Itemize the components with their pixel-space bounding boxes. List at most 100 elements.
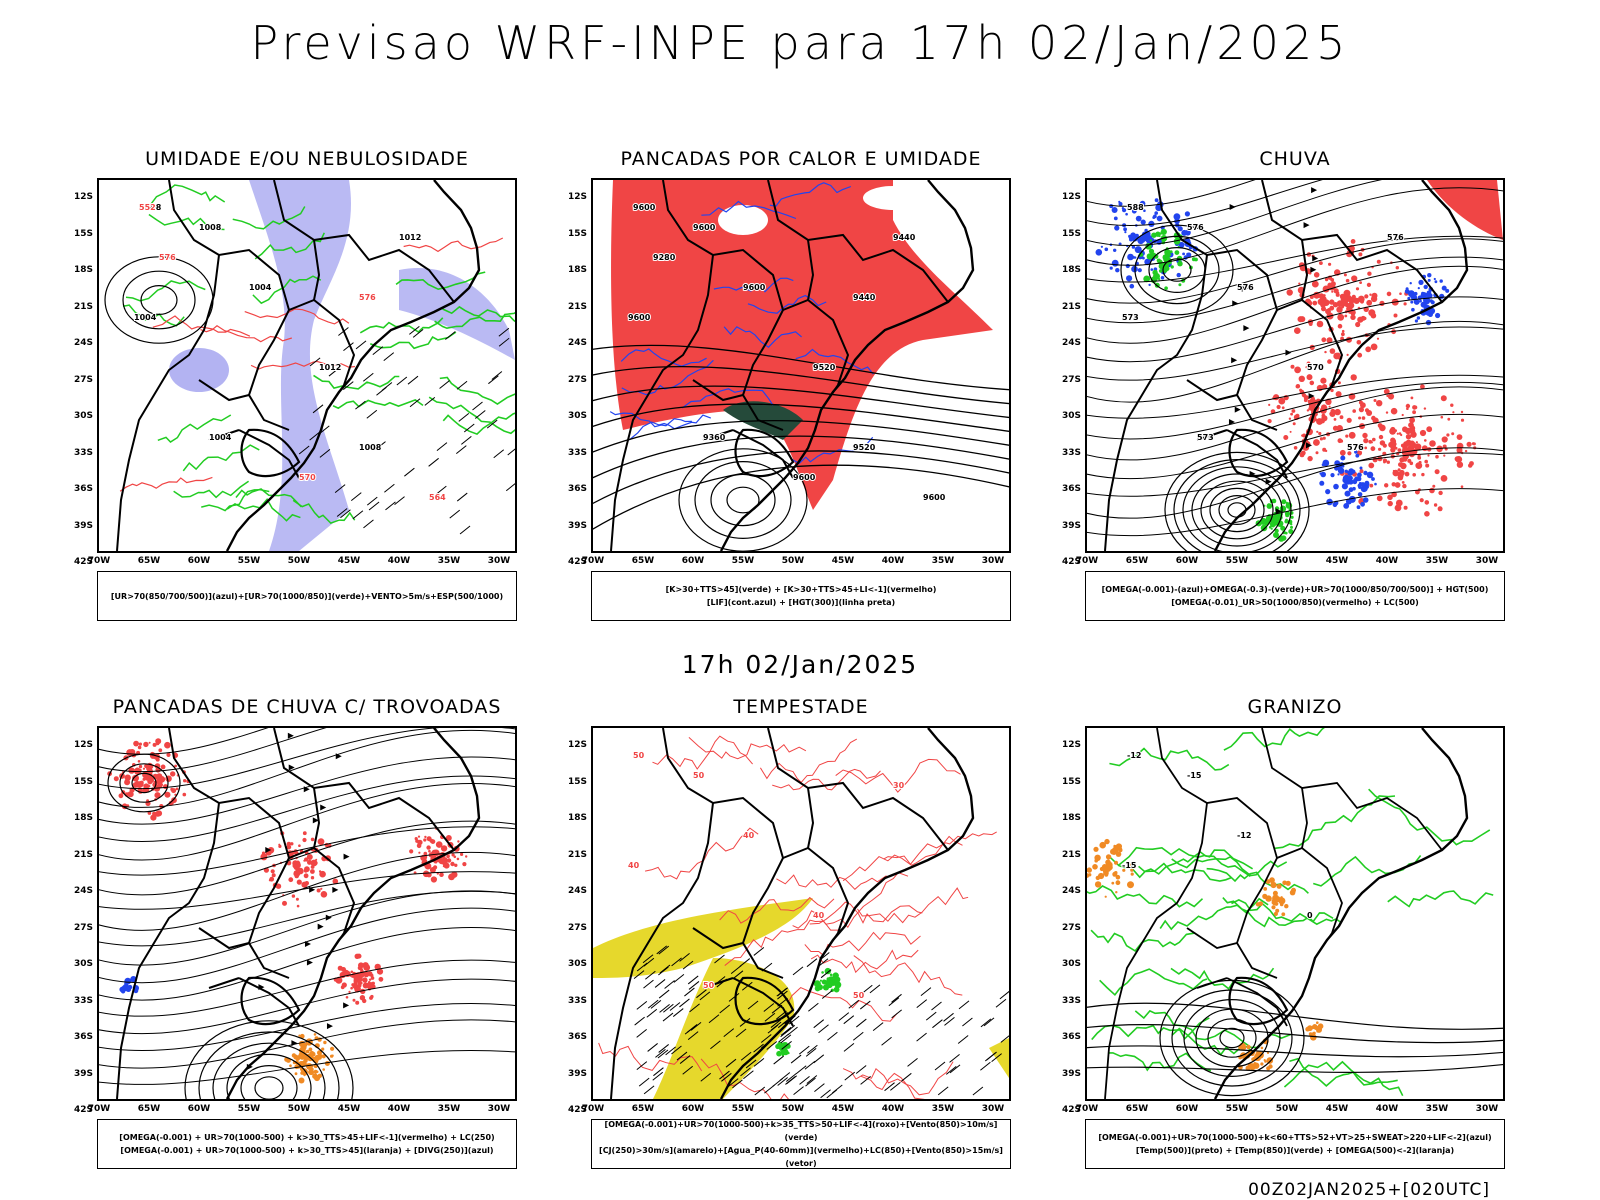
lat-tick-label: 18S [1061, 813, 1081, 823]
legend-box: [OMEGA(-0.001)-(azul)+OMEGA(-0.3)-(verde… [1085, 571, 1505, 621]
lon-tick-label: 30W [1475, 556, 1499, 566]
contour-label: 9520 [853, 443, 876, 452]
legend-box: [OMEGA(-0.001)+UR>70(1000-500)+k>35_TTS>… [591, 1119, 1011, 1169]
lat-tick-label: 12S [1061, 740, 1081, 750]
contour-label: 50 [633, 751, 645, 760]
lon-tick-label: 55W [237, 1104, 261, 1114]
lat-tick-label: 12S [567, 740, 587, 750]
lon-tick-label: 50W [287, 556, 311, 566]
contour-label: -12 [1237, 831, 1251, 840]
lat-tick-label: 12S [567, 192, 587, 202]
lat-tick-label: 18S [1061, 265, 1081, 275]
panel-title: GRANIZO [1247, 696, 1343, 718]
lat-tick-label: 39S [73, 1068, 93, 1079]
legend-box: [K>30+TTS>45](verde) + [K>30+TTS>45+LI<-… [591, 571, 1011, 621]
lat-tick-label: 21S [73, 849, 93, 860]
lon-tick-label: 35W [437, 556, 461, 566]
legend-box: [OMEGA(-0.001) + UR>70(1000-500) + k>30_… [97, 1119, 517, 1169]
legend-line-1: [UR>70(850/700/500)](azul)+[UR>70(1000/8… [110, 591, 504, 601]
lat-tick-label: 42S [73, 557, 93, 567]
lon-tick-label: 65W [1125, 556, 1149, 566]
lat-tick-label: 21S [1061, 849, 1081, 860]
lat-tick-label: 27S [567, 922, 587, 933]
contour-label: 50 [853, 991, 865, 1000]
lat-tick-label: 18S [567, 265, 587, 275]
panel-title: PANCADAS DE CHUVA C/ TROVOADAS [112, 696, 502, 718]
contour-label: 9280 [653, 253, 676, 262]
lon-tick-label: 60W [681, 556, 705, 566]
lon-tick-label: 40W [881, 556, 905, 566]
lon-tick-label: 35W [931, 1104, 955, 1114]
lat-tick-label: 24S [567, 886, 587, 896]
lon-tick-label: 60W [187, 1104, 211, 1114]
contour-label: 50 [703, 981, 715, 990]
contour-label: 9600 [693, 223, 716, 232]
lat-tick-label: 12S [1061, 192, 1081, 202]
contour-label: 9600 [923, 493, 946, 502]
lon-tick-label: 65W [1125, 1104, 1149, 1114]
contour-label: 576 [1347, 443, 1364, 452]
lat-tick-label: 18S [73, 813, 93, 823]
lon-tick-label: 55W [731, 556, 755, 566]
map-tempestade: 50 50 40 40 40 50 30 50 [591, 726, 1011, 1101]
lat-tick-label: 39S [1061, 1068, 1081, 1079]
lon-tick-label: 45W [831, 556, 855, 566]
lon-tick-label: 35W [931, 556, 955, 566]
legend-line-2: [CJ(250)>30m/s](amarelo)+[Agua_P(40-60mm… [599, 1146, 1003, 1168]
lat-tick-label: 42S [567, 557, 587, 567]
panel-title: CHUVA [1259, 148, 1331, 170]
lat-tick-label: 21S [1061, 301, 1081, 312]
lat-tick-label: 30S [1061, 411, 1081, 421]
lon-tick-label: 55W [1225, 556, 1249, 566]
lon-tick-label: 70W [87, 556, 111, 566]
lon-tick-label: 60W [1175, 1104, 1199, 1114]
lon-tick-label: 45W [337, 556, 361, 566]
contour-label: 588 [1127, 203, 1144, 212]
lon-tick-label: 50W [287, 1104, 311, 1114]
lon-tick-label: 60W [187, 556, 211, 566]
lon-tick-label: 30W [1475, 1104, 1499, 1114]
lon-tick-label: 70W [1075, 556, 1099, 566]
lon-tick-label: 40W [1375, 556, 1399, 566]
lat-tick-label: 39S [567, 520, 587, 531]
contour-label: 40 [743, 831, 755, 840]
map-canvas: 50 50 40 40 40 50 30 50 [593, 728, 1009, 1099]
legend-line-2: [OMEGA(-0.01)_UR>50(1000/850)(vermelho) … [1171, 598, 1419, 607]
lat-tick-label: 15S [73, 776, 93, 787]
lon-tick-label: 40W [881, 1104, 905, 1114]
legend-line-1: [OMEGA(-0.001)+UR>70(1000-500)+k<60+TTS>… [1098, 1133, 1492, 1142]
lat-tick-label: 18S [567, 813, 587, 823]
lat-tick-label: 30S [567, 959, 587, 969]
contour-label: 576 [1387, 233, 1404, 242]
contour-label: 40 [813, 911, 825, 920]
lat-tick-label: 30S [73, 959, 93, 969]
lat-tick-label: 15S [567, 228, 587, 239]
contour-label: 573 [1122, 313, 1139, 322]
lon-tick-label: 40W [1375, 1104, 1399, 1114]
lat-tick-label: 33S [567, 447, 587, 458]
lat-tick-label: 36S [73, 1032, 93, 1042]
lat-tick-label: 27S [1061, 374, 1081, 385]
map-canvas: 9600 9600 9600 9600 9520 9520 9440 9360 9280 9440… [593, 180, 1009, 551]
contour-label: 564 [429, 493, 446, 502]
lon-tick-label: 70W [581, 556, 605, 566]
contour-label: 30 [893, 781, 905, 790]
lon-tick-label: 35W [437, 1104, 461, 1114]
contour-label: 552 [139, 203, 156, 212]
contour-label: 9600 [793, 473, 816, 482]
lat-tick-label: 12S [73, 192, 93, 202]
lat-tick-label: 39S [567, 1068, 587, 1079]
contour-label: 1008 [359, 443, 382, 452]
contour-label: 9600 [743, 283, 766, 292]
lon-tick-label: 55W [1225, 1104, 1249, 1114]
lon-tick-label: 50W [781, 1104, 805, 1114]
lat-tick-label: 27S [567, 374, 587, 385]
lat-tick-label: 42S [567, 1105, 587, 1115]
lat-tick-label: 33S [1061, 447, 1081, 458]
lon-tick-label: 45W [1325, 556, 1349, 566]
page-title: Previsao WRF-INPE para 17h 02/Jan/2025 [250, 16, 1350, 70]
contour-label: 570 [299, 473, 316, 482]
legend-box: [OMEGA(-0.001)+UR>70(1000-500)+k<60+TTS>… [1085, 1119, 1505, 1169]
lon-tick-label: 30W [981, 556, 1005, 566]
lat-tick-label: 42S [1061, 1105, 1081, 1115]
